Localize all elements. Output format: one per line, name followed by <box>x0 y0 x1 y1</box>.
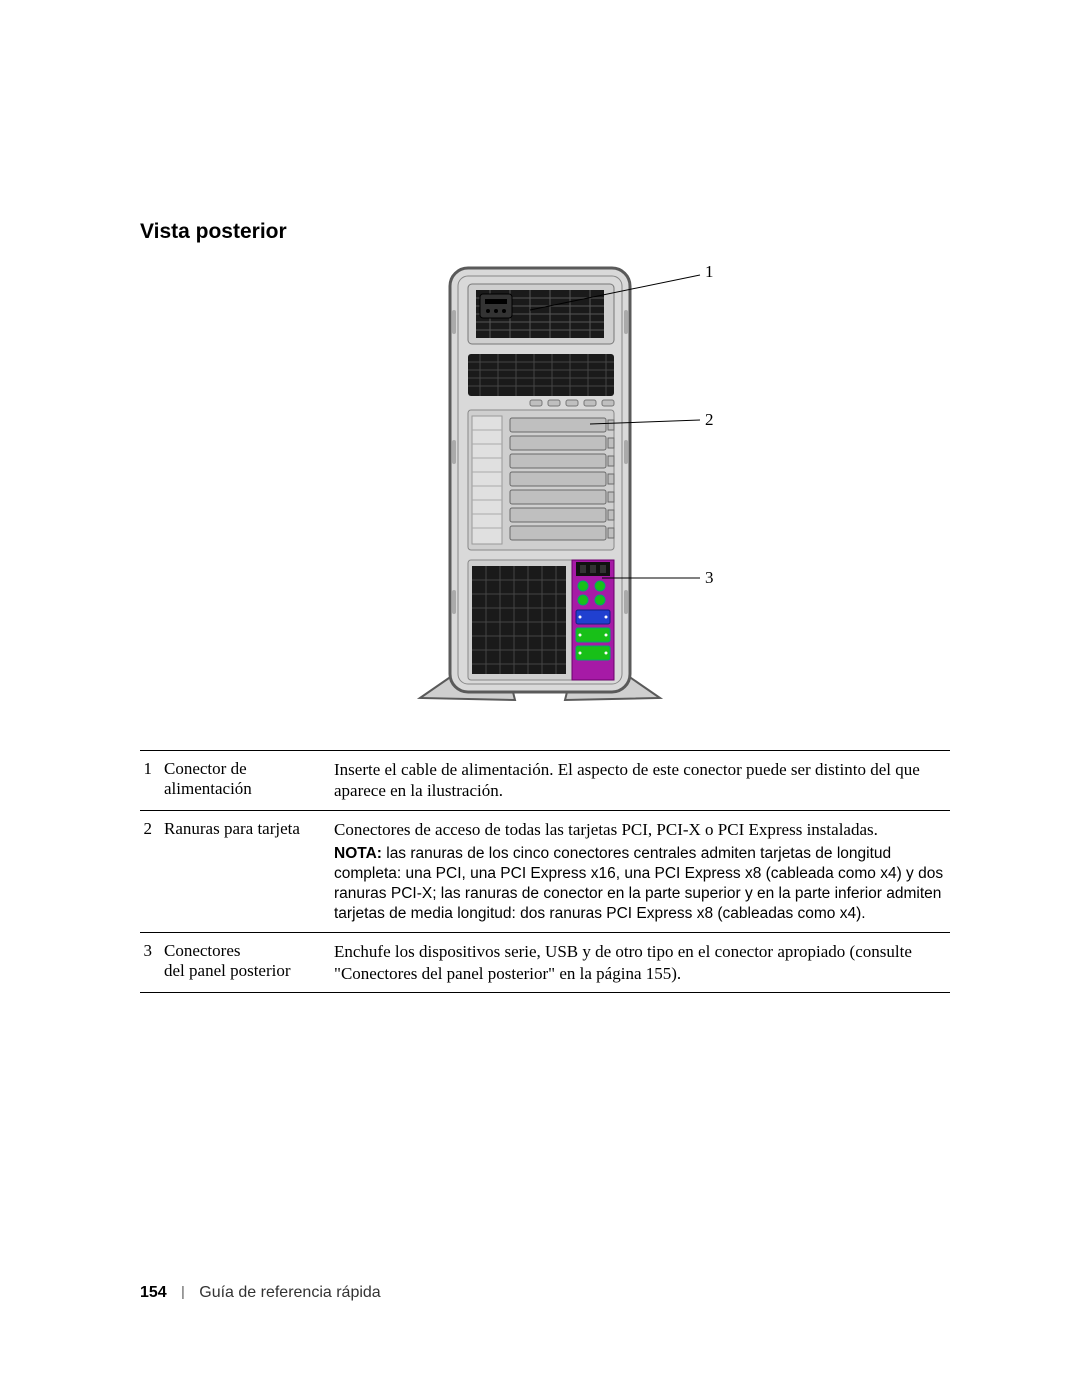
callout-2: 2 <box>705 410 714 430</box>
legend-desc: Enchufe los dispositivos serie, USB y de… <box>334 941 950 984</box>
footer-doc-title: Guía de referencia rápida <box>199 1284 380 1301</box>
section-title: Vista posterior <box>140 220 950 244</box>
legend-num: 1 <box>140 759 164 779</box>
footer-separator: | <box>171 1283 195 1299</box>
legend-table: 1 Conector de alimentación Inserte el ca… <box>140 750 950 993</box>
legend-num: 3 <box>140 941 164 961</box>
legend-label: Conectores del panel posterior <box>164 941 334 981</box>
legend-row-1: 1 Conector de alimentación Inserte el ca… <box>140 750 950 810</box>
legend-row-3: 3 Conectores del panel posterior Enchufe… <box>140 932 950 993</box>
legend-desc: Conectores de acceso de todas las tarjet… <box>334 819 950 925</box>
callout-3: 3 <box>705 568 714 588</box>
rear-view-diagram: 1 2 3 <box>380 260 860 720</box>
page-footer: 154 | Guía de referencia rápida <box>140 1283 381 1302</box>
legend-note: NOTA: las ranuras de los cinco conectore… <box>334 844 950 925</box>
legend-row-2: 2 Ranuras para tarjeta Conectores de acc… <box>140 810 950 933</box>
legend-label: Conector de alimentación <box>164 759 334 799</box>
legend-num: 2 <box>140 819 164 839</box>
legend-desc: Inserte el cable de alimentación. El asp… <box>334 759 950 802</box>
legend-label: Ranuras para tarjeta <box>164 819 334 839</box>
callout-1: 1 <box>705 262 714 282</box>
page-number: 154 <box>140 1284 167 1301</box>
